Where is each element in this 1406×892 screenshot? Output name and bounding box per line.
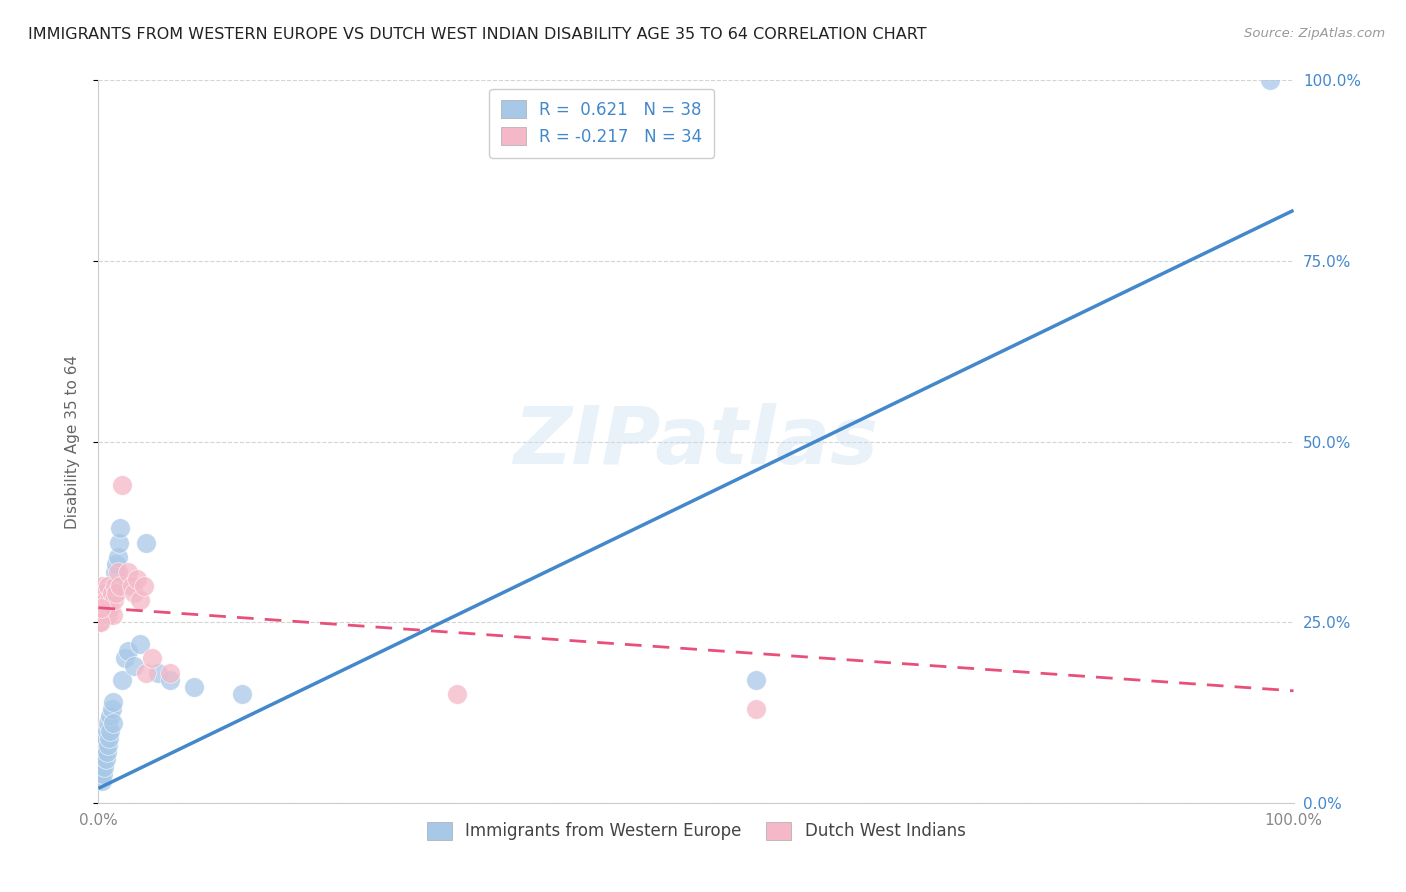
Point — [98, 709, 122, 723]
Point — [111, 478, 134, 492]
Point — [98, 600, 122, 615]
Legend: Immigrants from Western Europe, Dutch West Indians: Immigrants from Western Europe, Dutch We… — [418, 814, 974, 848]
Point — [111, 673, 134, 687]
Point — [98, 731, 121, 745]
Point — [159, 665, 181, 680]
Point — [114, 651, 136, 665]
Text: IMMIGRANTS FROM WESTERN EUROPE VS DUTCH WEST INDIAN DISABILITY AGE 35 TO 64 CORR: IMMIGRANTS FROM WESTERN EUROPE VS DUTCH … — [28, 27, 927, 42]
Point — [135, 535, 157, 549]
Point — [105, 586, 128, 600]
Point — [1258, 73, 1281, 87]
Point — [91, 767, 114, 781]
Point — [103, 579, 125, 593]
Point — [183, 680, 205, 694]
Point — [745, 702, 768, 716]
Point — [100, 702, 122, 716]
Point — [97, 579, 120, 593]
Point — [446, 687, 468, 701]
Point — [90, 760, 112, 774]
Point — [89, 767, 111, 781]
Point — [103, 593, 125, 607]
Point — [107, 565, 129, 579]
Point — [125, 572, 148, 586]
Point — [97, 716, 120, 731]
Point — [91, 579, 114, 593]
Point — [129, 637, 152, 651]
Point — [107, 550, 129, 565]
Text: Source: ZipAtlas.com: Source: ZipAtlas.com — [1244, 27, 1385, 40]
Point — [93, 738, 115, 752]
Point — [100, 586, 122, 600]
Point — [105, 558, 128, 572]
Point — [124, 586, 146, 600]
Point — [101, 695, 124, 709]
Y-axis label: Disability Age 35 to 64: Disability Age 35 to 64 — [65, 354, 80, 529]
Point — [90, 615, 112, 630]
Point — [96, 745, 118, 759]
Point — [101, 716, 124, 731]
Point — [96, 600, 118, 615]
Point — [91, 745, 114, 759]
Point — [745, 673, 768, 687]
Point — [90, 600, 112, 615]
Point — [104, 579, 127, 593]
Point — [94, 731, 117, 745]
Point — [108, 579, 131, 593]
Point — [93, 760, 115, 774]
Point — [91, 752, 114, 766]
Point — [89, 607, 111, 622]
Point — [141, 651, 163, 665]
Point — [148, 665, 170, 680]
Point — [135, 665, 157, 680]
Point — [159, 673, 181, 687]
Point — [89, 615, 111, 630]
Point — [98, 723, 122, 738]
Point — [132, 579, 155, 593]
Point — [91, 593, 114, 607]
Point — [121, 579, 143, 593]
Point — [124, 658, 146, 673]
Point — [94, 593, 117, 607]
Point — [231, 687, 253, 701]
Point — [117, 644, 139, 658]
Point — [98, 593, 121, 607]
Point — [101, 607, 124, 622]
Point — [94, 752, 117, 766]
Point — [129, 593, 152, 607]
Point — [108, 521, 131, 535]
Point — [96, 723, 118, 738]
Point — [91, 774, 114, 789]
Point — [117, 565, 139, 579]
Point — [97, 738, 120, 752]
Point — [91, 600, 114, 615]
Point — [93, 607, 115, 622]
Point — [97, 607, 120, 622]
Point — [93, 586, 115, 600]
Text: ZIPatlas: ZIPatlas — [513, 402, 879, 481]
Point — [104, 565, 127, 579]
Point — [107, 535, 129, 549]
